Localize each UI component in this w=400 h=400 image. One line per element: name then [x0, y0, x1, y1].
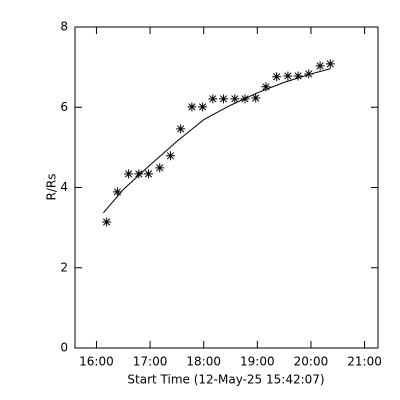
- data-point: [187, 102, 197, 112]
- y-tick-label: 4: [60, 180, 68, 194]
- x-tick-label: 19:00: [240, 355, 275, 369]
- x-tick-label: 16:00: [79, 355, 114, 369]
- data-point: [315, 61, 325, 71]
- data-point: [198, 102, 208, 112]
- data-point: [165, 151, 175, 161]
- data-point: [272, 72, 282, 82]
- data-point: [251, 93, 261, 103]
- y-tick-label: 8: [60, 20, 68, 34]
- data-point: [134, 169, 144, 179]
- data-point: [102, 217, 112, 227]
- x-tick-label: 21:00: [347, 355, 382, 369]
- x-tick-label: 20:00: [294, 355, 329, 369]
- data-point: [124, 169, 134, 179]
- data-point: [143, 169, 153, 179]
- data-point: [293, 71, 303, 81]
- data-point: [112, 187, 122, 197]
- data-point: [261, 82, 271, 92]
- data-point: [283, 71, 293, 81]
- data-point: [208, 94, 218, 104]
- data-point: [176, 124, 186, 134]
- data-point: [230, 94, 240, 104]
- x-tick-label: 17:00: [133, 355, 168, 369]
- y-axis-label: R/Rs: [45, 174, 59, 201]
- x-tick-label: 18:00: [186, 355, 221, 369]
- data-point: [325, 59, 335, 69]
- data-point: [219, 94, 229, 104]
- data-point: [155, 163, 165, 173]
- y-tick-label: 0: [60, 341, 68, 355]
- fit-line: [103, 68, 331, 214]
- x-axis-label: Start Time (12-May-25 15:42:07): [127, 373, 324, 387]
- y-tick-label: 2: [60, 260, 68, 274]
- data-point: [304, 69, 314, 79]
- y-tick-label: 6: [60, 100, 68, 114]
